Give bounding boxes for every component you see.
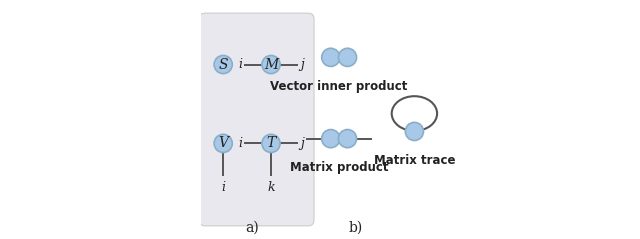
Circle shape xyxy=(322,130,340,148)
Text: Matrix trace: Matrix trace xyxy=(374,154,455,167)
Circle shape xyxy=(405,122,424,141)
Text: b): b) xyxy=(349,220,363,234)
Circle shape xyxy=(339,48,356,66)
Circle shape xyxy=(339,130,356,148)
Circle shape xyxy=(262,134,280,152)
Text: M: M xyxy=(264,58,278,71)
Circle shape xyxy=(214,134,232,152)
Text: a): a) xyxy=(245,220,259,234)
Text: V: V xyxy=(218,136,228,150)
Text: k: k xyxy=(267,181,275,194)
Text: Matrix product: Matrix product xyxy=(290,161,388,174)
Text: T: T xyxy=(266,136,276,150)
Text: j: j xyxy=(300,137,304,150)
Circle shape xyxy=(322,48,340,66)
Text: S: S xyxy=(218,58,228,71)
Circle shape xyxy=(262,55,280,74)
Text: Vector inner product: Vector inner product xyxy=(271,80,408,92)
Text: i: i xyxy=(238,58,242,71)
Text: j: j xyxy=(300,58,304,71)
Circle shape xyxy=(214,55,232,74)
Text: i: i xyxy=(221,181,225,194)
Text: i: i xyxy=(238,137,242,150)
FancyBboxPatch shape xyxy=(199,13,314,226)
